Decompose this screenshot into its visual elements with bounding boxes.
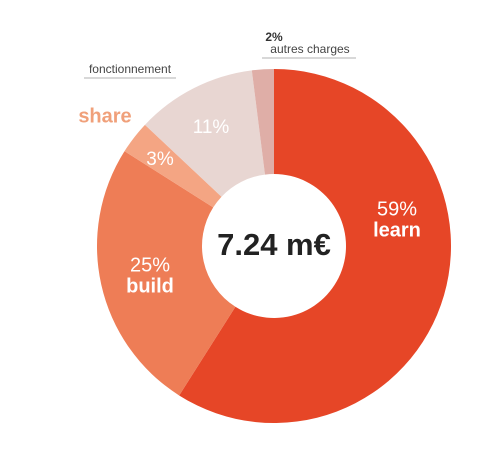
donut-slice bbox=[124, 124, 222, 208]
value-label: 2% bbox=[265, 30, 283, 44]
donut-slice bbox=[96, 151, 236, 396]
value-label: 25% bbox=[130, 254, 170, 276]
donut bbox=[96, 69, 451, 423]
value-label: 59% bbox=[377, 198, 417, 220]
slice-label: learn bbox=[373, 219, 421, 241]
value-label: 3% bbox=[146, 149, 174, 170]
slice-label: autres charges bbox=[270, 42, 349, 56]
donut-slice bbox=[251, 69, 274, 175]
slice-label: share bbox=[78, 105, 131, 127]
slice-label: build bbox=[126, 275, 174, 297]
donut-slice bbox=[144, 70, 265, 197]
slice-label: fonctionnement bbox=[89, 62, 172, 76]
donut-slice bbox=[179, 69, 451, 423]
center-total: 7.24 m€ bbox=[217, 227, 331, 262]
value-label: 11% bbox=[193, 117, 230, 138]
